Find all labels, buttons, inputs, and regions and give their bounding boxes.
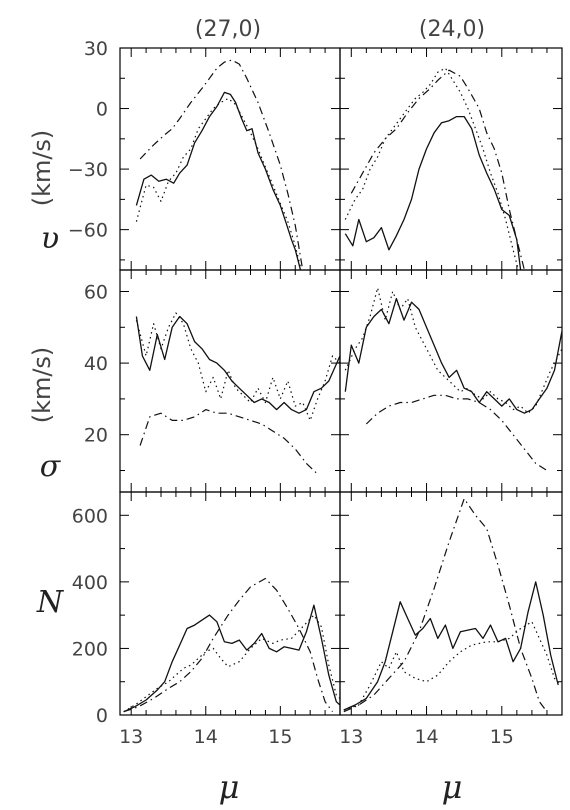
labels-layer: (27,0) (24,0) υ (km/s) σ (km/s) N μ μ: [28, 17, 485, 806]
y-tick-label: 30: [84, 38, 108, 60]
series-group: [135, 312, 340, 475]
panel-v-left: −60 −30 0 30: [68, 38, 341, 271]
series-line-dot-dash: [139, 59, 304, 270]
series-group: [343, 498, 561, 713]
series-line-solid: [135, 91, 302, 270]
panel-sigma-right: [339, 269, 563, 493]
series-line-solid: [344, 297, 562, 414]
x-tick-label: 15: [268, 726, 292, 748]
series-line-dotted: [135, 97, 302, 270]
series-group: [344, 287, 562, 472]
panel-frame: [339, 47, 563, 271]
ylabel-sigma-symbol: σ: [40, 449, 62, 484]
panel-frame: [119, 269, 341, 493]
panel-v-right: [339, 47, 563, 271]
column-title-left: (27,0): [195, 17, 261, 42]
xlabel-left: μ: [219, 768, 240, 806]
ylabel-n-symbol: N: [36, 585, 65, 620]
x-tick-label: 13: [119, 726, 143, 748]
panel-frame: [339, 269, 563, 493]
column-title-right: (24,0): [419, 17, 485, 42]
series-line-dot-dash: [365, 394, 548, 472]
series-line-dotted: [344, 287, 562, 414]
y-tick-label: 40: [84, 353, 108, 375]
series-line-dot-dash: [123, 577, 333, 713]
y-tick-label: −60: [68, 220, 108, 242]
ylabel-sigma-unit: (km/s): [28, 347, 56, 424]
series-line-solid: [123, 604, 340, 713]
panel-sigma-left: 20 40 60: [84, 269, 341, 493]
series-group: [135, 59, 304, 270]
panel-frame: [339, 491, 563, 716]
series-line-dot-dash: [350, 69, 525, 270]
series-line-solid: [344, 115, 522, 270]
panel-N-right: 13 14 15: [339, 491, 563, 748]
y-tick-label: 60: [84, 281, 108, 303]
ylabel-v-symbol: υ: [41, 221, 59, 256]
xlabel-right: μ: [442, 768, 463, 806]
series-line-dotted: [135, 312, 340, 421]
series-line-dotted: [343, 621, 561, 711]
x-tick-label: 14: [414, 726, 438, 748]
x-tick-label: 13: [339, 726, 363, 748]
y-tick-label: 0: [96, 705, 108, 727]
panel-frame: [119, 491, 341, 716]
y-tick-label: 200: [72, 638, 108, 660]
panel-frame: [119, 47, 341, 271]
y-tick-label: 0: [96, 99, 108, 121]
y-tick-label: 20: [84, 425, 108, 447]
y-tick-label: −30: [68, 159, 108, 181]
x-tick-label: 14: [194, 726, 218, 748]
x-tick-label: 15: [490, 726, 514, 748]
series-line-dot-dash: [139, 409, 319, 475]
panel-N-left: 0 200 400 600 13 14 15: [72, 491, 341, 748]
series-line-solid: [135, 315, 340, 414]
series-line-solid: [343, 581, 559, 711]
series-line-dot-dash: [343, 498, 548, 713]
series-group: [344, 67, 525, 270]
series-group: [123, 577, 340, 713]
y-tick-label: 400: [72, 572, 108, 594]
ylabel-v-unit: (km/s): [28, 130, 56, 207]
y-tick-label: 600: [72, 505, 108, 527]
